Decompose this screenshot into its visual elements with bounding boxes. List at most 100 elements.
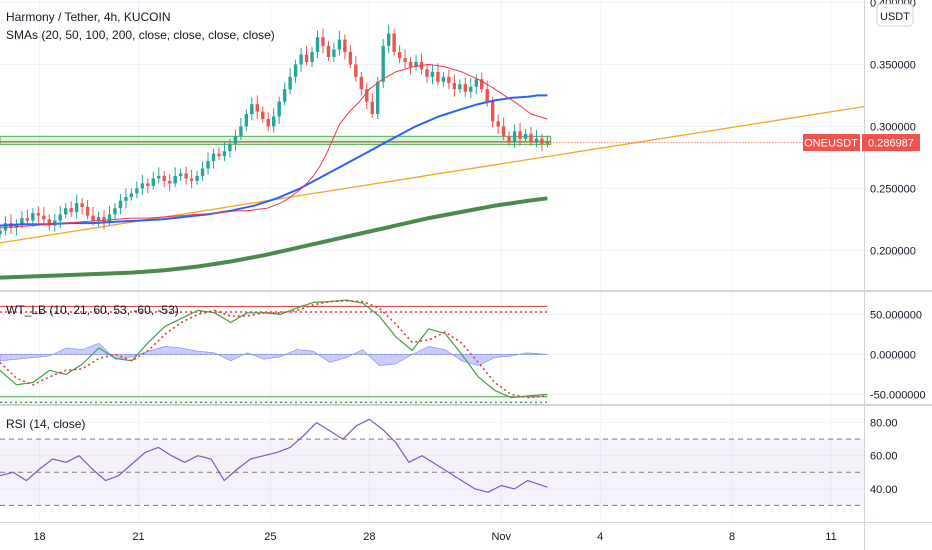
candle-body [69,208,73,212]
candle-body [348,52,353,65]
candle-body [529,133,533,142]
candle-body [485,89,489,102]
wt1-line [0,299,548,399]
candle-body [425,69,429,77]
time-tick-label: 18 [33,531,45,543]
candle-body [168,180,172,184]
candle-body [469,86,473,92]
candle-body [58,214,62,221]
candle-body [91,215,95,221]
wt-tick-label: 0.000000 [870,349,916,361]
ascending-trendline[interactable] [0,105,865,244]
rsi-pane[interactable] [0,418,864,506]
time-axis[interactable]: 18 21 25 28 Nov 4 8 11 [33,531,836,543]
candle-body [118,200,123,209]
rsi-tick-label: 60.00 [870,451,898,463]
candle-body [261,111,265,119]
time-tick-label: 25 [264,531,276,543]
candle-body [458,84,462,90]
candle-body [96,216,101,221]
candle-body [250,104,254,115]
candle-body [36,213,41,216]
candle-body [392,33,396,53]
candle-body [222,151,227,157]
candle-body [20,218,24,225]
wt-lb-legend: WT_LB (10, 21, 60, 53, -60, -53) [6,303,179,317]
price-tick-label: 0.250000 [870,183,916,195]
wt2-line [0,299,548,399]
candle-body [452,83,457,90]
candle-body [107,214,112,222]
candle-body [386,33,391,46]
candle-body [173,175,177,184]
candle-body [288,76,292,90]
candle-body [397,52,402,59]
candle-body [447,76,451,84]
candle-body [255,104,259,112]
candle-body [332,49,336,58]
candle-body [140,183,145,189]
candle-body [370,101,374,115]
time-tick-label: 4 [597,531,603,543]
candle-body [376,81,380,115]
candle-body [518,131,522,139]
candle-body [113,208,117,215]
candle-body [42,215,46,220]
currency-button-label: USDT [880,11,910,23]
candle-body [157,175,161,179]
candle-body [47,219,51,226]
candle-body [326,45,331,58]
candle-body [200,168,205,176]
candle-body [293,64,298,77]
time-tick-label: 11 [825,531,836,543]
price-pane[interactable] [0,24,865,280]
candle-body [480,79,484,90]
rsi-tick-label: 80.00 [870,418,898,430]
candle-body [310,52,314,62]
price-tag-value: 0.286987 [868,138,914,150]
candle-body [85,206,90,216]
candle-body [277,101,281,117]
candle-body [266,118,270,127]
candle-body [534,138,539,142]
candle-body [135,188,139,194]
candle-body [233,136,238,144]
candle-body [228,143,232,152]
candle-body [337,39,342,50]
price-axis[interactable]: 0.4000000.3500000.3000000.2500000.200000… [870,0,926,496]
price-tick-label: 0.300000 [870,121,916,133]
candle-body [129,193,134,198]
candle-body [206,161,210,169]
sma200-line [0,196,548,280]
candle-body [272,116,276,127]
rsi-line [0,418,548,493]
candle-body [211,153,216,162]
candle-body [74,203,79,212]
wt-lb-pane[interactable] [0,299,548,404]
candle-body [25,218,30,221]
candle-body [31,213,35,221]
candle-body [436,71,440,82]
candle-body [430,71,435,77]
candle-body [490,101,495,122]
rsi-tick-label: 40.00 [870,484,898,496]
candle-body [146,183,150,186]
candle-body [3,223,8,231]
candle-body [321,37,325,46]
candle-body [496,121,500,127]
candle-body [0,230,2,235]
candle-body [414,61,418,67]
candle-body [474,79,478,87]
candle-body [512,131,517,142]
time-tick-label: 21 [132,531,144,543]
candle-body [540,138,544,144]
candle-body [354,64,358,77]
time-tick-label: 28 [363,531,375,543]
symbol-title: Harmony / Tether, 4h, KUCOIN [6,10,171,24]
candle-body [195,175,199,181]
currency-button[interactable]: USDT [876,3,914,27]
time-tick-label: 8 [729,531,735,543]
candle-body [501,126,506,137]
